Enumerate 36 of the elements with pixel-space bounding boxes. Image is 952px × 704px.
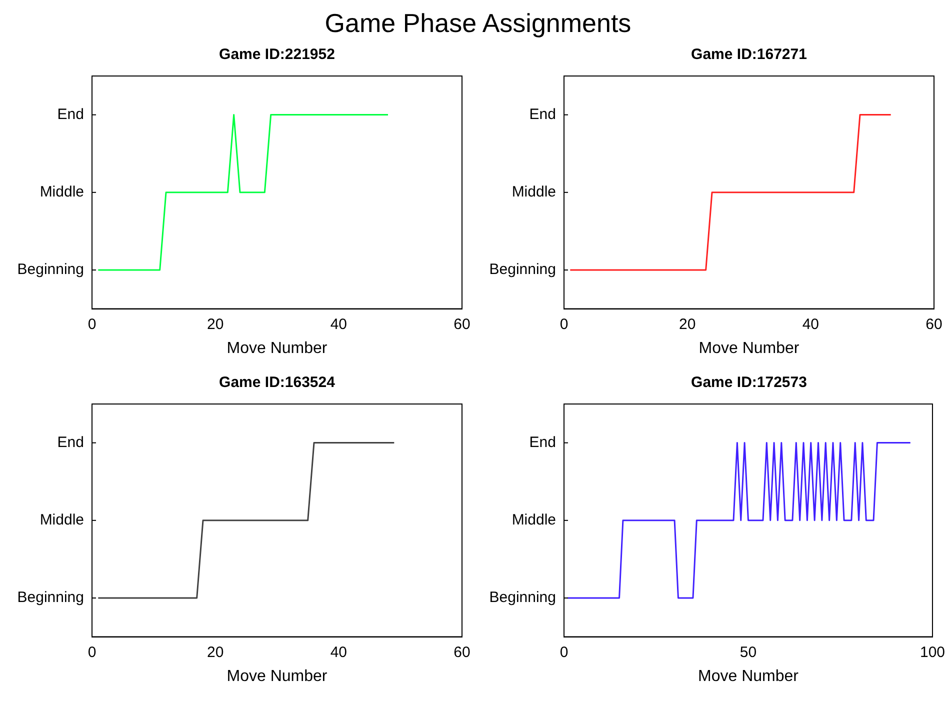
x-axis-title: Move Number — [226, 340, 328, 357]
x-tick-label: 20 — [206, 644, 224, 661]
text: End — [529, 106, 556, 123]
text: Middle — [40, 184, 84, 201]
text: End — [529, 434, 556, 451]
text: Middle — [512, 184, 556, 201]
chart-title: Game ID:163524 — [219, 374, 336, 392]
x-tick-label: 40 — [802, 316, 820, 333]
text: Middle — [512, 512, 556, 529]
x-tick-label: 0 — [560, 644, 568, 661]
text: End — [57, 434, 84, 451]
text: Beginning — [489, 261, 556, 278]
x-tick-label: 60 — [926, 316, 942, 333]
x-tick-label: 60 — [454, 316, 470, 333]
x-tick-label: 40 — [330, 316, 348, 333]
x-tick-label: 0 — [88, 316, 96, 333]
x-axis-title: Move Number — [226, 668, 328, 685]
text: Beginning — [489, 589, 556, 606]
x-tick-label: 60 — [454, 644, 470, 661]
x-axis-title: Move Number — [698, 668, 800, 685]
chart-title: Game ID:167271 — [691, 46, 807, 64]
text: Beginning — [17, 589, 84, 606]
x-tick-label: 0 — [560, 316, 568, 333]
text: Middle — [40, 512, 84, 529]
x-tick-label: 20 — [206, 316, 224, 333]
text: Game Phase Assignments — [324, 8, 632, 40]
text: Beginning — [17, 261, 84, 278]
text: End — [57, 106, 84, 123]
chart-title: Game ID:221952 — [219, 46, 335, 64]
chart-title: Game ID:172573 — [691, 374, 807, 392]
x-tick-label: 20 — [678, 316, 696, 333]
x-tick-label: 40 — [330, 644, 348, 661]
x-tick-label: 50 — [740, 644, 757, 661]
x-tick-label: 100 — [920, 644, 945, 661]
x-tick-label: 0 — [88, 644, 96, 661]
x-axis-title: Move Number — [698, 340, 800, 357]
